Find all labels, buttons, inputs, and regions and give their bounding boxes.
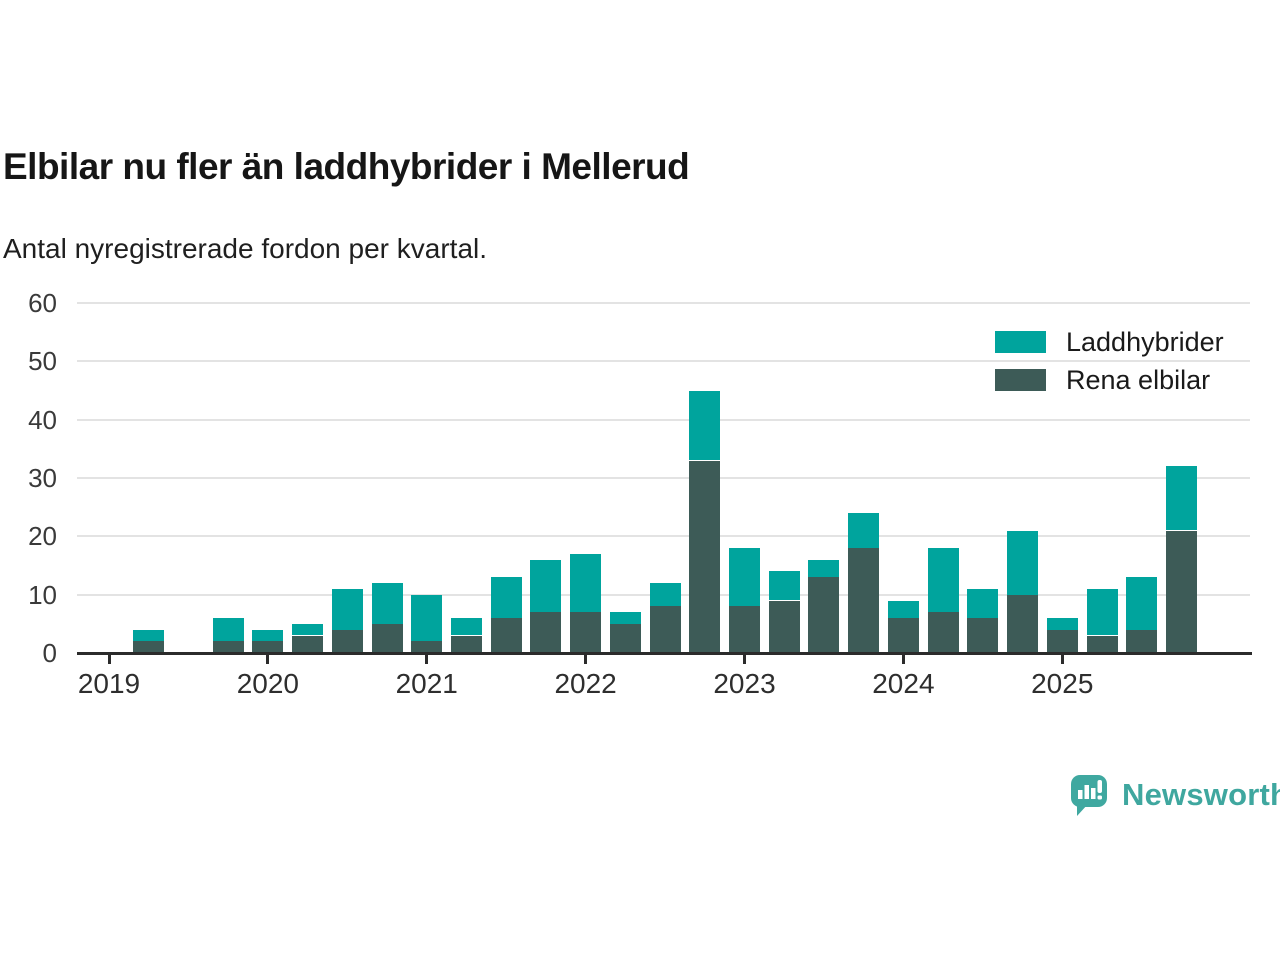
laddhybrider-swatch <box>995 331 1046 353</box>
x-axis-tick <box>266 655 270 664</box>
bar-segment-rena-elbilar <box>1086 635 1118 653</box>
bar-segment-rena-elbilar <box>252 641 284 653</box>
chart-legend: Laddhybrider Rena elbilar <box>995 327 1224 406</box>
gridline-40 <box>77 418 1250 421</box>
x-axis-tick <box>901 655 905 664</box>
bar-segment-laddhybrider <box>1165 466 1197 531</box>
bar-segment-laddhybrider <box>133 629 165 642</box>
bar-segment-laddhybrider <box>570 553 602 613</box>
x-axis-tick <box>1060 655 1064 664</box>
bar-segment-laddhybrider <box>927 548 959 613</box>
bar-segment-rena-elbilar <box>490 618 522 653</box>
bar-segment-rena-elbilar <box>1046 629 1078 653</box>
y-axis-tick-label: 50 <box>28 346 57 377</box>
bar-segment-rena-elbilar <box>1007 594 1039 653</box>
y-axis-tick-label: 60 <box>28 288 57 318</box>
x-axis-tick <box>743 655 747 664</box>
bar-segment-laddhybrider <box>1046 618 1078 630</box>
gridline-20 <box>77 535 1250 538</box>
rena-elbilar-swatch <box>995 369 1046 391</box>
newsworthy-logo: Newsworthy <box>1070 774 1280 818</box>
bar-segment-laddhybrider <box>729 548 761 607</box>
x-axis-year-label: 2024 <box>872 668 935 699</box>
bar-segment-laddhybrider <box>848 513 880 548</box>
x-axis-year-label: 2023 <box>713 668 776 699</box>
bar-segment-laddhybrider <box>1007 530 1039 595</box>
x-axis-tick <box>584 655 588 664</box>
bar-segment-laddhybrider <box>530 559 562 613</box>
bar-segment-laddhybrider <box>689 390 721 461</box>
bar-segment-laddhybrider <box>967 588 999 618</box>
bar-segment-rena-elbilar <box>371 623 403 653</box>
newsworthy-logo-icon <box>1071 775 1107 816</box>
gridline-60 <box>77 302 1250 304</box>
legend-label: Rena elbilar <box>1066 364 1211 395</box>
legend-item-laddhybrider: Laddhybrider <box>995 327 1224 357</box>
bar-segment-rena-elbilar <box>133 641 165 653</box>
legend-label: Laddhybrider <box>1066 326 1224 357</box>
y-axis-tick-label: 20 <box>28 521 57 552</box>
x-axis-year-label: 2020 <box>236 668 300 699</box>
bar-segment-laddhybrider <box>609 612 641 624</box>
bar-segment-laddhybrider <box>808 559 840 578</box>
bar-segment-rena-elbilar <box>212 641 244 653</box>
bar-segment-rena-elbilar <box>1126 629 1158 653</box>
x-axis-year-label: 2022 <box>554 668 617 699</box>
bar-segment-laddhybrider <box>490 577 522 618</box>
bar-segment-rena-elbilar <box>609 623 641 653</box>
bar-segment-rena-elbilar <box>848 548 880 653</box>
y-axis-tick-label: 30 <box>28 463 57 493</box>
bar-segment-rena-elbilar <box>1165 530 1197 653</box>
bar-segment-rena-elbilar <box>530 612 562 653</box>
brand-name: Newsworthy <box>1122 777 1280 812</box>
bar-segment-rena-elbilar <box>768 600 800 653</box>
y-axis-tick-label: 40 <box>28 404 57 435</box>
x-axis-line <box>77 652 1252 655</box>
x-axis-year-label: 2025 <box>1031 668 1094 699</box>
bar-segment-laddhybrider <box>212 618 244 642</box>
bar-segment-rena-elbilar <box>729 606 761 653</box>
bar-segment-laddhybrider <box>450 618 482 636</box>
bar-segment-rena-elbilar <box>411 641 443 653</box>
bar-segment-rena-elbilar <box>649 606 681 653</box>
bar-segment-laddhybrider <box>292 623 324 636</box>
bar-segment-laddhybrider <box>1086 588 1118 636</box>
page-title: Elbilar nu fler än laddhybrider i Meller… <box>3 146 690 187</box>
bar-segment-laddhybrider <box>649 583 681 607</box>
bar-segment-laddhybrider <box>252 629 284 642</box>
gridline-30 <box>77 477 1250 479</box>
bar-segment-laddhybrider <box>1126 577 1158 630</box>
bar-segment-rena-elbilar <box>331 629 363 653</box>
bar-segment-rena-elbilar <box>887 618 919 653</box>
bar-segment-laddhybrider <box>768 571 800 601</box>
bar-segment-rena-elbilar <box>927 612 959 653</box>
bar-segment-rena-elbilar <box>450 635 482 653</box>
bar-segment-rena-elbilar <box>808 577 840 653</box>
bar-segment-rena-elbilar <box>967 618 999 653</box>
y-axis-tick-label: 0 <box>42 638 57 668</box>
bar-segment-laddhybrider <box>887 600 919 618</box>
bar-segment-rena-elbilar <box>292 635 324 653</box>
page-subtitle: Antal nyregistrerade fordon per kvartal. <box>3 233 488 264</box>
x-axis-year-label: 2021 <box>395 668 458 699</box>
gridline-50 <box>77 360 1250 363</box>
bar-segment-rena-elbilar <box>570 612 602 653</box>
x-axis-year-label: 2019 <box>77 668 141 699</box>
y-axis-tick-label: 10 <box>28 579 57 610</box>
bar-segment-laddhybrider <box>411 594 443 642</box>
legend-item-rena-elbilar: Rena elbilar <box>995 365 1224 395</box>
bar-segment-laddhybrider <box>331 588 363 630</box>
bar-segment-rena-elbilar <box>689 460 721 653</box>
bar-segment-laddhybrider <box>371 583 403 624</box>
x-axis-tick <box>107 655 111 664</box>
x-axis-tick <box>425 655 429 664</box>
